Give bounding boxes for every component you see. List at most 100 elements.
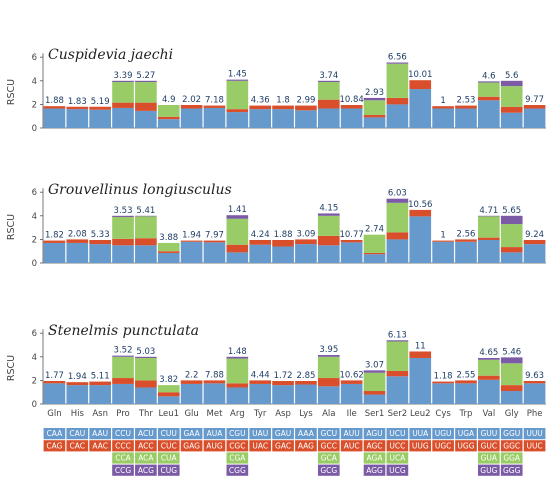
codon-box [500, 428, 523, 440]
bar-segment [363, 252, 386, 255]
x-tick-label: Tyr [253, 409, 267, 419]
bar-segment [226, 358, 249, 384]
y-axis-label: RSCU [6, 79, 17, 105]
codon-box [226, 440, 249, 452]
codon-box [317, 428, 340, 440]
bar-segment [455, 105, 477, 109]
codon-label: GCC [321, 441, 337, 450]
bar-segment [203, 105, 226, 108]
codon-box [249, 440, 272, 452]
codon-box [157, 464, 180, 476]
bar-segment [249, 244, 272, 263]
bar-segment [66, 106, 89, 110]
x-tick-label: Ile [347, 409, 357, 419]
codon-label: ACG [138, 466, 154, 475]
bar-segment [295, 110, 317, 128]
y-tick-label: 2 [32, 376, 37, 386]
codon-label: CUG [160, 466, 177, 475]
x-tick-label: Glu [184, 409, 198, 419]
bar-value-label: 4.65 [479, 348, 498, 358]
bar-segment [409, 89, 432, 128]
codon-label: CGC [229, 441, 245, 450]
bar-segment [112, 215, 134, 217]
y-tick-label: 6 [32, 53, 37, 63]
bar-value-label: 1.88 [274, 230, 293, 240]
bar-value-label: 1.83 [68, 97, 87, 107]
bar-segment [363, 97, 386, 101]
bar-segment [157, 251, 180, 253]
bar-segment [363, 372, 386, 392]
codon-label: UUG [412, 441, 429, 450]
bar-segment [386, 62, 409, 64]
codon-label: CCG [115, 466, 131, 475]
bar-segment [226, 80, 249, 110]
bar-value-label: 4.24 [251, 230, 270, 240]
bar-segment [523, 108, 546, 128]
y-tick-label: 0 [32, 124, 37, 134]
codon-label: CCA [115, 454, 131, 463]
bar-segment [386, 202, 409, 233]
bar-value-label: 2.74 [365, 225, 384, 235]
bar-segment [135, 80, 157, 82]
bar-value-label: 2.2 [185, 370, 199, 380]
codon-box [180, 428, 203, 440]
codon-label: CGG [229, 466, 246, 475]
codon-box [363, 428, 386, 440]
codon-box [135, 452, 157, 464]
codon-box [180, 440, 203, 452]
bar-segment [43, 240, 66, 243]
bar-segment [455, 241, 477, 263]
codon-label: UGA [458, 429, 475, 438]
bar-segment [135, 357, 157, 381]
codon-label: CGU [229, 429, 246, 438]
bar-value-label: 4.9 [162, 95, 176, 105]
x-tick-label: Trp [459, 409, 473, 419]
codon-box [363, 464, 386, 476]
bar-value-label: 6.03 [388, 189, 407, 199]
bar-value-label: 10.62 [339, 370, 363, 380]
bar-segment [478, 96, 500, 101]
codon-label: GAA [183, 429, 200, 438]
bar-segment [432, 106, 454, 109]
bar-segment [180, 383, 203, 404]
bar-value-label: 9.63 [525, 371, 544, 381]
bar-value-label: 1 [440, 96, 445, 106]
codon-label: ACU [138, 429, 154, 438]
bar-segment [317, 356, 340, 379]
bar-segment [432, 383, 454, 404]
bar-segment [295, 380, 317, 385]
panel-title: Stenelmis punctulata [48, 323, 199, 339]
bar-segment [66, 239, 89, 243]
codon-label: GCG [320, 466, 337, 475]
bar-value-label: 2.93 [365, 88, 384, 98]
bar-segment [386, 376, 409, 404]
bar-segment [157, 252, 180, 263]
x-tick-label: Met [207, 409, 224, 419]
bar-segment [478, 357, 500, 360]
bar-segment [386, 198, 409, 203]
codon-box [386, 464, 409, 476]
bar-segment [363, 115, 386, 118]
bar-segment [135, 380, 157, 388]
bar-segment [66, 242, 89, 263]
bar-segment [478, 379, 500, 404]
bar-segment [249, 105, 272, 110]
bar-segment [226, 215, 249, 219]
bar-value-label: 3.39 [114, 71, 133, 81]
bar-segment [363, 234, 386, 253]
codon-box [43, 428, 66, 440]
x-tick-label: Asn [92, 409, 108, 419]
codon-box [478, 428, 500, 440]
bar-segment [317, 378, 340, 387]
bar-segment [295, 244, 317, 263]
codon-box [317, 452, 340, 464]
bar-value-label: 6.13 [388, 330, 407, 340]
bar-segment [295, 384, 317, 404]
bar-segment [135, 245, 157, 263]
x-tick-label: Gln [47, 409, 61, 419]
bar-segment [478, 216, 500, 238]
bar-segment [112, 356, 134, 379]
codon-label: UCA [389, 454, 406, 463]
bar-segment [89, 239, 111, 245]
bar-segment [180, 241, 203, 263]
